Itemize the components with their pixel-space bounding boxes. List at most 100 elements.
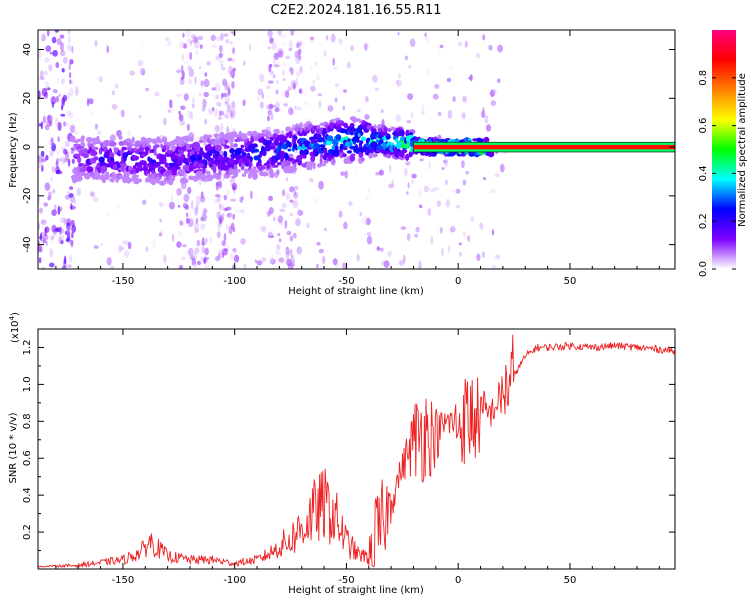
- heatmap-cell: [267, 211, 272, 216]
- heatmap-cell: [118, 135, 123, 140]
- heatmap-cell: [235, 208, 240, 214]
- heatmap-cell: [357, 133, 361, 138]
- heatmap-cell: [103, 146, 108, 152]
- heatmap-cell: [303, 148, 309, 156]
- heatmap-cell: [386, 135, 391, 140]
- heatmap-cell: [261, 92, 264, 100]
- heatmap-cell: [414, 233, 419, 238]
- heatmap-cell: [490, 100, 497, 107]
- heatmap-cell: [230, 107, 236, 114]
- heatmap-cell: [98, 76, 103, 83]
- heatmap-cell: [224, 95, 230, 104]
- heatmap-cell: [218, 168, 222, 176]
- heatmap-cell: [41, 87, 48, 97]
- heatmap-cell: [226, 101, 230, 109]
- heatmap-cell: [129, 70, 135, 76]
- heatmap-cell: [150, 178, 157, 186]
- heatmap-cell: [225, 224, 229, 230]
- heatmap-cell: [69, 79, 72, 84]
- heatmap-cell: [218, 52, 223, 59]
- heatmap-cell: [110, 265, 114, 269]
- heatmap-cell: [177, 169, 185, 177]
- heatmap-cell: [282, 135, 289, 139]
- y-tick-label: -40: [22, 236, 33, 252]
- heatmap-cell: [45, 45, 52, 52]
- heatmap-cell: [318, 149, 324, 154]
- heatmap-cell: [202, 98, 207, 108]
- heatmap-cell: [441, 247, 444, 257]
- spectrogram-xlabel: Height of straight line (km): [288, 286, 424, 297]
- heatmap-cell: [284, 220, 288, 229]
- heatmap-cell: [487, 150, 495, 158]
- heatmap-cell: [462, 117, 466, 122]
- heatmap-cell: [94, 146, 99, 150]
- heatmap-cell: [234, 169, 241, 173]
- heatmap-cell: [49, 51, 53, 55]
- heatmap-cell: [259, 133, 267, 137]
- heatmap-cell: [406, 191, 409, 195]
- heatmap-cell: [278, 50, 284, 58]
- heatmap-cell: [220, 63, 223, 68]
- heatmap-cell: [297, 207, 301, 215]
- heatmap-cell: [40, 156, 45, 163]
- heatmap-cell: [126, 176, 131, 184]
- heatmap-cell: [171, 193, 174, 202]
- heatmap-cell: [447, 244, 451, 253]
- heatmap-cell: [227, 57, 233, 62]
- heatmap-cell: [39, 76, 45, 81]
- heatmap-cell: [55, 62, 60, 69]
- heatmap-cell: [239, 209, 246, 214]
- heatmap-cell: [186, 38, 191, 44]
- heatmap-cell: [39, 207, 43, 214]
- heatmap-cell: [140, 40, 144, 50]
- heatmap-cell: [234, 254, 240, 263]
- heatmap-cell: [456, 204, 461, 209]
- heatmap-cell: [220, 122, 224, 132]
- heatmap-cell: [426, 36, 430, 43]
- y-tick-label: 1.2: [22, 340, 33, 356]
- heatmap-cell: [163, 254, 167, 264]
- heatmap-cell: [268, 235, 275, 239]
- heatmap-cell: [63, 255, 67, 265]
- heatmap-cell: [56, 76, 59, 84]
- heatmap-cell: [77, 156, 82, 164]
- heatmap-cell: [361, 136, 366, 141]
- heatmap-cell: [49, 149, 54, 157]
- heatmap-cell: [411, 173, 417, 179]
- heatmap-cell: [66, 44, 72, 52]
- heatmap-cell: [211, 87, 216, 91]
- heatmap-cell: [215, 36, 222, 42]
- heatmap-cell: [230, 198, 237, 202]
- heatmap-cell: [310, 136, 315, 140]
- heatmap-cell: [90, 191, 95, 197]
- heatmap-cell: [191, 200, 194, 209]
- heatmap-cell: [206, 61, 211, 66]
- heatmap-cell: [417, 265, 422, 269]
- heatmap-cell: [38, 222, 41, 230]
- heatmap-cell: [437, 111, 442, 117]
- heatmap-cell: [310, 85, 316, 92]
- heatmap-cell: [61, 156, 66, 165]
- heatmap-cell: [277, 232, 281, 237]
- colorbar-tick-label: 0.6: [698, 118, 709, 134]
- heatmap-cell: [190, 165, 198, 170]
- heatmap-cell: [283, 103, 289, 107]
- heatmap-cell: [161, 136, 168, 143]
- heatmap-cell: [97, 140, 102, 145]
- heatmap-cell: [79, 172, 83, 179]
- heatmap-cell: [214, 124, 220, 133]
- heatmap-cell: [436, 227, 439, 235]
- snr-scale-label: (x104): [8, 312, 21, 343]
- heatmap-cell: [213, 108, 219, 117]
- heatmap-cell: [71, 158, 75, 164]
- y-tick-label: -20: [22, 188, 33, 204]
- heatmap-cell: [273, 52, 279, 61]
- heatmap-cell: [99, 161, 107, 166]
- heatmap-cell: [57, 205, 61, 215]
- heatmap-cell: [294, 149, 298, 154]
- y-tick-label: 0.6: [22, 450, 33, 466]
- heatmap-cell: [395, 114, 402, 123]
- heatmap-cell: [355, 168, 359, 173]
- heatmap-cell: [221, 240, 226, 247]
- y-tick-label: 20: [22, 92, 33, 105]
